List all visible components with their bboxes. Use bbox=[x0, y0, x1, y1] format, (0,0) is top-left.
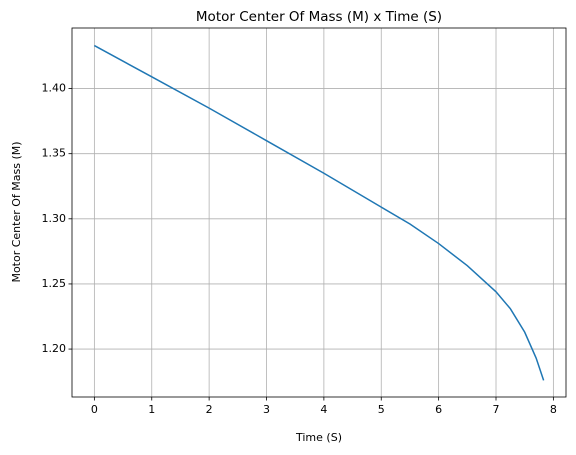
y-tick-label: 1.25 bbox=[42, 277, 67, 290]
x-tick-label: 1 bbox=[148, 403, 155, 416]
y-tick-label: 1.35 bbox=[42, 147, 67, 160]
x-tick-label: 4 bbox=[320, 403, 327, 416]
plot-frame bbox=[71, 27, 567, 398]
x-tick-label: 2 bbox=[206, 403, 213, 416]
chart-title: Motor Center Of Mass (M) x Time (S) bbox=[196, 9, 442, 25]
y-tick-label: 1.40 bbox=[42, 82, 67, 95]
y-tick-label: 1.30 bbox=[42, 212, 67, 225]
x-tick-label: 0 bbox=[91, 403, 98, 416]
y-axis-label: Motor Center Of Mass (M) bbox=[10, 141, 23, 282]
x-axis-label: Time (S) bbox=[295, 431, 342, 444]
line-series bbox=[94, 44, 545, 381]
x-tick-label: 7 bbox=[493, 403, 500, 416]
y-tick-label: 1.20 bbox=[42, 342, 67, 355]
x-tick-label: 8 bbox=[550, 403, 557, 416]
x-tick-label: 5 bbox=[378, 403, 385, 416]
x-tick-label: 6 bbox=[435, 403, 442, 416]
x-tick-label: 3 bbox=[263, 403, 270, 416]
